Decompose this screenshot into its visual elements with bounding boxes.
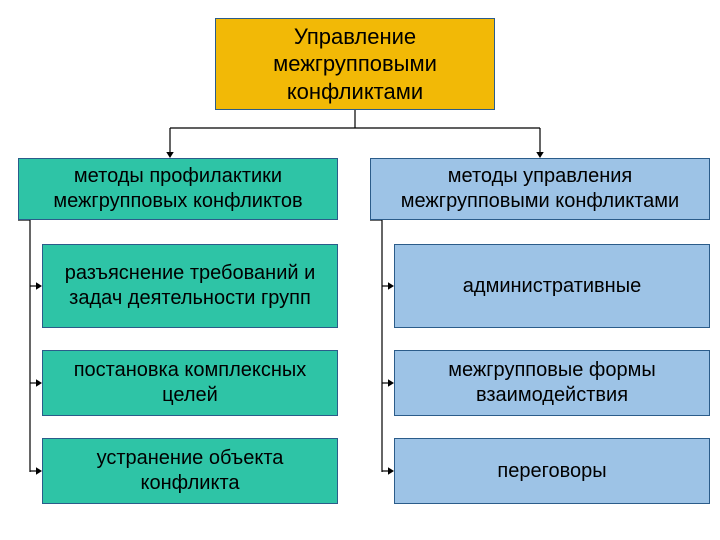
right-head-box: методы управления межгрупповыми конфликт… [370, 158, 710, 220]
left-head-text: методы профилактики межгрупповых конфлик… [27, 164, 329, 214]
left-item-1-box: разъяснение требований и задач деятельно… [42, 244, 338, 328]
left-item-3-box: устранение объекта конфликта [42, 438, 338, 504]
left-head-box: методы профилактики межгрупповых конфлик… [18, 158, 338, 220]
right-item-1-box: административные [394, 244, 710, 328]
right-item-3-text: переговоры [497, 459, 606, 484]
left-item-2-box: постановка комплексных целей [42, 350, 338, 416]
title-text: Управление межгрупповыми конфликтами [224, 23, 486, 106]
title-box: Управление межгрупповыми конфликтами [215, 18, 495, 110]
left-item-1-text: разъяснение требований и задач деятельно… [51, 261, 329, 311]
right-item-2-box: межгрупповые формы взаимодействия [394, 350, 710, 416]
right-item-1-text: административные [463, 274, 641, 299]
right-head-text: методы управления межгрупповыми конфликт… [379, 164, 701, 214]
left-item-2-text: постановка комплексных целей [51, 358, 329, 408]
left-item-3-text: устранение объекта конфликта [51, 446, 329, 496]
right-item-3-box: переговоры [394, 438, 710, 504]
right-item-2-text: межгрупповые формы взаимодействия [403, 358, 701, 408]
